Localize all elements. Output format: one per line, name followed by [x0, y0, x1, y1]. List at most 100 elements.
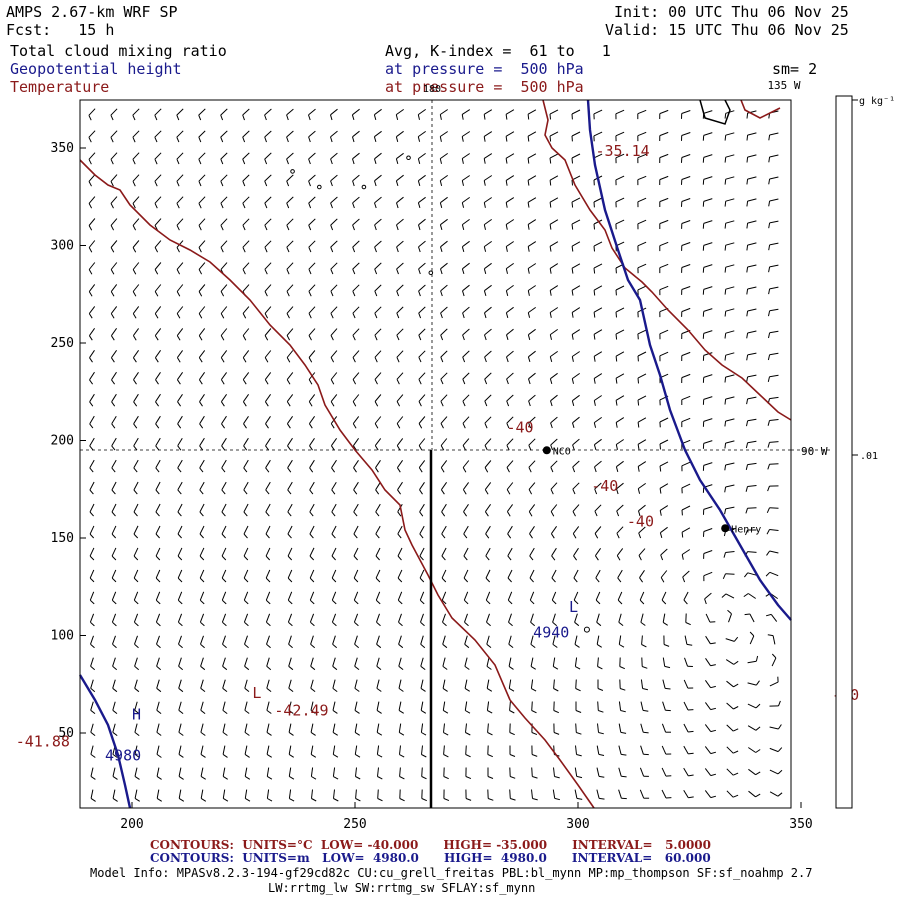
wind-barb	[352, 196, 360, 209]
wind-barb	[243, 569, 249, 583]
wind-barb	[724, 176, 735, 185]
wind-barb	[721, 593, 735, 599]
wind-barb	[111, 459, 117, 473]
wind-barb	[637, 439, 647, 450]
wind-barb	[330, 328, 338, 341]
wind-barb	[704, 724, 717, 733]
wind-barb	[418, 262, 426, 275]
wind-barb	[395, 108, 404, 121]
wind-barb	[702, 330, 713, 339]
avg-kindex: Avg, K-index = 61 to 1	[385, 42, 611, 60]
wind-barb	[111, 569, 117, 583]
wind-barb	[659, 329, 669, 340]
wind-barb	[177, 613, 183, 627]
wind-barb	[573, 569, 579, 583]
wind-barb	[266, 789, 273, 802]
wind-barb	[726, 746, 739, 754]
wind-barb	[308, 152, 316, 165]
y-tick-label: 300	[51, 239, 74, 254]
wind-barb	[331, 591, 337, 605]
wind-barb	[90, 767, 96, 780]
wind-barb	[465, 767, 472, 780]
wind-barb	[200, 767, 206, 780]
station-dot	[542, 446, 551, 455]
wind-barb	[659, 351, 669, 362]
wind-barb	[659, 219, 669, 229]
temperature-label: -40	[506, 419, 533, 437]
wind-barb	[530, 613, 536, 627]
wind-barb	[442, 701, 449, 714]
wind-barb	[767, 441, 779, 448]
wind-barb	[615, 417, 625, 428]
wind-barb	[221, 569, 227, 583]
wind-barb	[486, 635, 492, 648]
wind-barb	[286, 174, 294, 187]
wind-barb	[288, 767, 295, 780]
wind-barb	[681, 176, 691, 185]
wind-barb	[440, 438, 448, 451]
wind-barb	[641, 635, 647, 648]
wind-barb	[355, 789, 361, 802]
wind-barb	[661, 767, 672, 777]
wind-barb	[354, 745, 361, 758]
wind-barb	[420, 657, 426, 670]
wind-barb	[154, 174, 162, 187]
wind-barb	[506, 482, 514, 495]
wind-barb	[376, 679, 382, 692]
station-label: Henry	[731, 524, 761, 535]
wind-barb	[332, 723, 338, 736]
wind-barb	[417, 152, 426, 165]
wind-barb	[375, 569, 381, 583]
wind-barb	[483, 262, 492, 275]
wind-barb	[222, 679, 228, 692]
wind-barb	[724, 484, 735, 493]
wind-barb	[461, 153, 470, 164]
wind-barb	[112, 701, 118, 714]
wind-barb	[464, 657, 470, 670]
field-temperature: Temperature	[10, 78, 110, 96]
wind-barb	[418, 460, 426, 473]
wind-barb	[352, 262, 360, 275]
wind-barb	[112, 767, 118, 780]
low-center-marker	[583, 626, 590, 633]
wind-barb	[222, 789, 229, 802]
wind-barb	[659, 109, 669, 120]
wind-barb	[132, 130, 140, 143]
wind-barb	[442, 657, 448, 670]
wind-barb	[659, 153, 669, 164]
wind-barb	[110, 350, 118, 363]
wind-barb	[597, 701, 604, 713]
wind-barb	[485, 569, 491, 583]
wind-barb	[286, 328, 294, 341]
wind-barb	[332, 767, 339, 780]
wind-barb	[768, 154, 779, 163]
wind-barb	[111, 371, 117, 385]
wind-barb	[440, 328, 448, 341]
wind-barb	[681, 395, 691, 405]
wind-barb	[418, 394, 426, 407]
wind-barb	[88, 262, 96, 275]
wind-barb	[308, 130, 316, 143]
wind-barb	[308, 174, 316, 187]
wind-barb	[156, 657, 162, 671]
wind-barb	[353, 613, 359, 627]
wind-barb	[396, 372, 404, 385]
wind-barb	[133, 591, 139, 605]
wind-barb	[222, 635, 227, 649]
wind-barb	[615, 109, 625, 120]
wind-barb	[681, 483, 691, 494]
wind-barb	[439, 131, 448, 142]
wind-barb	[724, 396, 735, 405]
wind-barb	[286, 240, 294, 253]
wind-barb	[681, 110, 691, 119]
wind-barb	[705, 658, 716, 667]
wind-barb	[509, 701, 515, 714]
wind-barb	[767, 634, 776, 645]
wind-barb	[134, 635, 139, 649]
wind-barb	[441, 503, 447, 517]
wind-barb	[528, 394, 536, 407]
wind-barb	[743, 593, 756, 599]
wind-barb	[703, 571, 713, 582]
wind-barb	[396, 416, 404, 429]
